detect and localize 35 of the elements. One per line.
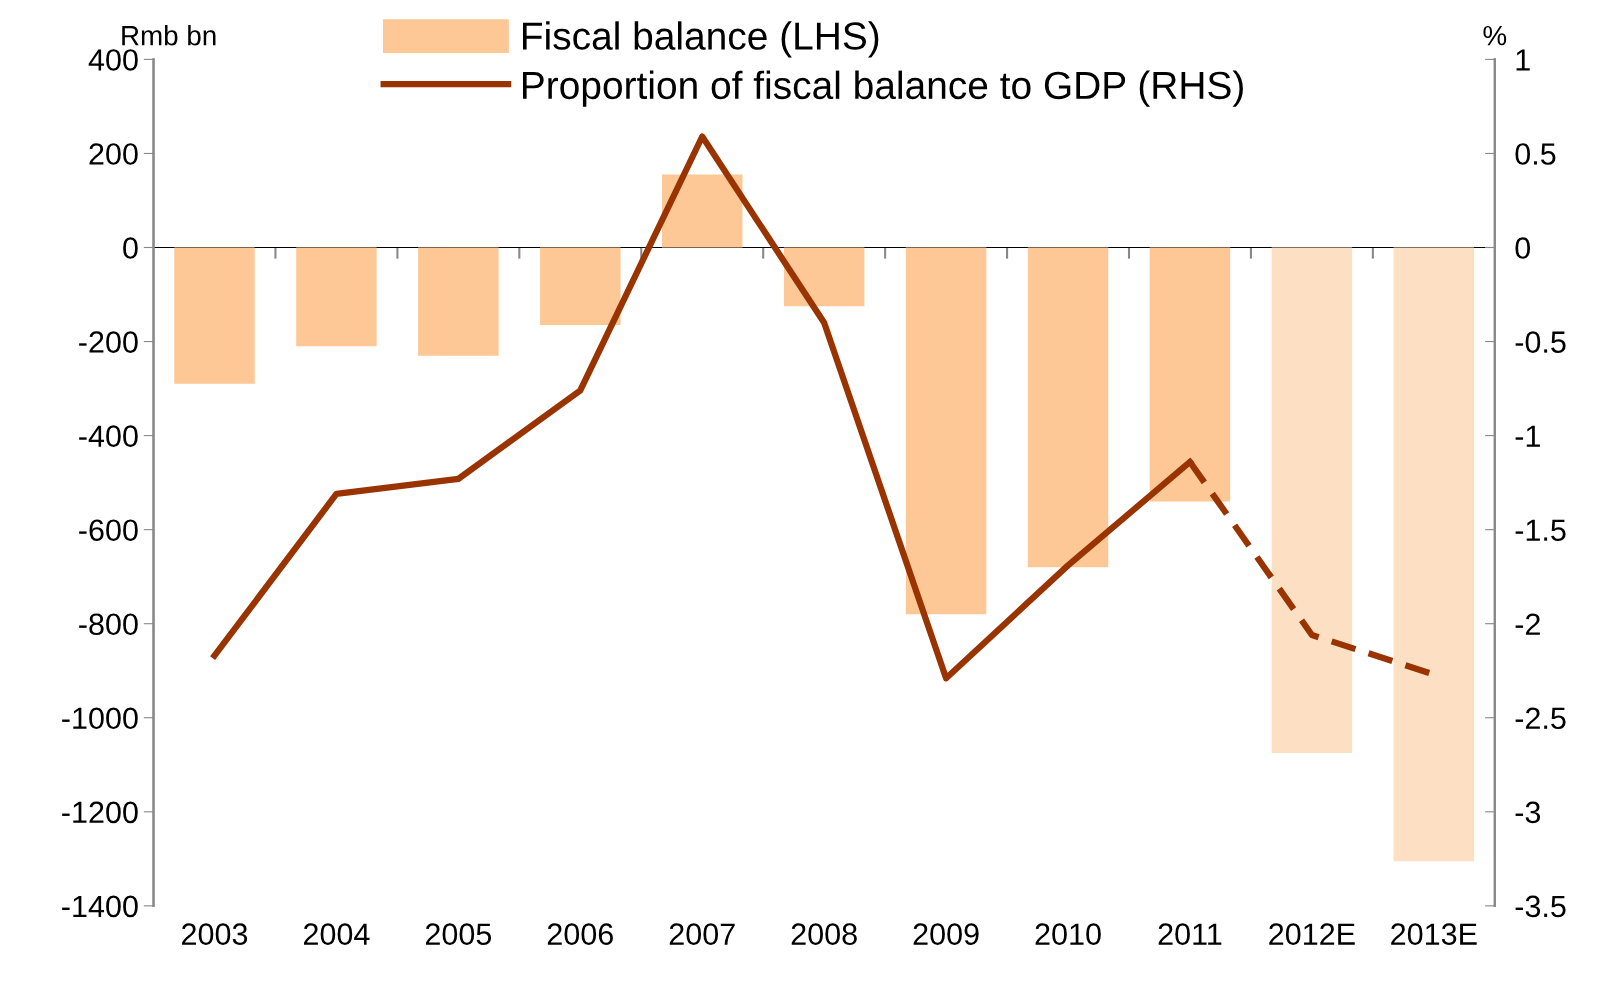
- y-tick-label: -800: [79, 613, 138, 636]
- y-tick-label: 200: [89, 143, 138, 165]
- y-tick-label: 400: [88, 49, 138, 71]
- x-tick-label: 2009: [913, 923, 979, 945]
- x-tick-label: 2005: [425, 923, 492, 945]
- x-tick-label: 2006: [547, 923, 613, 945]
- y2-axis-title: %: [1483, 25, 1507, 46]
- x-tick-label: 2004: [303, 923, 370, 945]
- x-tick-label: 2013E: [1391, 923, 1477, 945]
- x-tick-label: 2010: [1035, 923, 1101, 945]
- y-tick-label: -400: [79, 425, 138, 447]
- legend-label: Fiscal balance (LHS): [522, 21, 879, 58]
- y2-tick-label: -3.5: [1515, 895, 1566, 918]
- x-tick-label: 2012E: [1269, 923, 1355, 945]
- y2-tick-label: 1: [1516, 49, 1530, 71]
- y-tick-label: 0: [123, 237, 138, 259]
- y2-tick-label: -2: [1515, 613, 1540, 635]
- y-axis-title: Rmb bn: [122, 25, 216, 46]
- legend-label: Proportion of fiscal balance to GDP (RHS): [522, 70, 1243, 107]
- x-tick-label: 2008: [791, 923, 857, 945]
- y-tick-label: -600: [79, 519, 138, 542]
- x-tick-label: 2011: [1158, 923, 1222, 945]
- y2-tick-label: 0: [1515, 237, 1531, 259]
- x-tick-label: 2007: [669, 923, 735, 945]
- y2-tick-label: -1: [1515, 425, 1540, 447]
- y-tick-label: -1200: [62, 801, 138, 824]
- y-tick-label: -1400: [62, 895, 138, 918]
- y2-tick-label: -0.5: [1515, 331, 1566, 353]
- y-tick-label: -1000: [62, 707, 138, 730]
- y2-tick-label: -1.5: [1515, 519, 1566, 542]
- x-tick-label: 2003: [182, 923, 248, 945]
- y2-tick-label: 0.5: [1515, 143, 1556, 165]
- y2-tick-label: -2.5: [1515, 707, 1566, 730]
- y-tick-label: -200: [79, 331, 138, 353]
- y2-tick-label: -3: [1515, 801, 1541, 824]
